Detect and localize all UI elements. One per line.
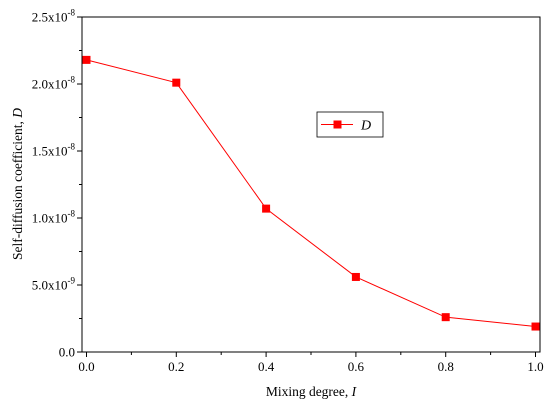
y-axis-title-text: Self-diffusion coefficient, (10, 118, 25, 260)
y-tick-label: 2.5x10-8 (32, 8, 76, 25)
data-point (262, 204, 271, 213)
y-axis: 0.0 5.0x10-9 1.0x10-8 1.5x10-8 2.0x10-8 2.5x1… (32, 8, 82, 360)
data-point (172, 78, 181, 87)
x-axis-title: Mixing degree, I (266, 384, 358, 399)
x-tick-label: 0.6 (348, 359, 365, 374)
data-point (82, 55, 91, 64)
series-line (86, 59, 536, 328)
y-tick-label: 1.0x10-8 (32, 209, 76, 226)
data-point (441, 313, 450, 322)
y-axis-title-variable: D (10, 108, 25, 119)
y-axis-title: Self-diffusion coefficient, D (10, 108, 25, 260)
data-point (531, 322, 540, 331)
plot-frame (81, 16, 541, 353)
legend-marker (333, 120, 342, 129)
x-tick-label: 1.0 (527, 359, 543, 374)
legend-label: D (360, 119, 371, 134)
x-axis-title-variable: I (351, 384, 358, 399)
x-axis-title-text: Mixing degree, (266, 384, 352, 399)
x-tick-label: 0.0 (78, 359, 94, 374)
data-point (351, 272, 360, 281)
x-tick-label: 0.4 (258, 359, 275, 374)
y-tick-label: 5.0x10-9 (32, 276, 76, 293)
series-layer (82, 55, 540, 331)
y-tick-label: 2.0x10-8 (32, 75, 76, 92)
y-tick-label: 1.5x10-8 (32, 142, 76, 159)
x-tick-label: 0.2 (168, 359, 184, 374)
legend: D (316, 111, 384, 138)
x-tick-label: 0.8 (438, 359, 454, 374)
y-tick-label: 0.0 (59, 345, 75, 360)
x-axis: 0.0 0.2 0.4 0.6 0.8 1.0 (78, 352, 544, 374)
